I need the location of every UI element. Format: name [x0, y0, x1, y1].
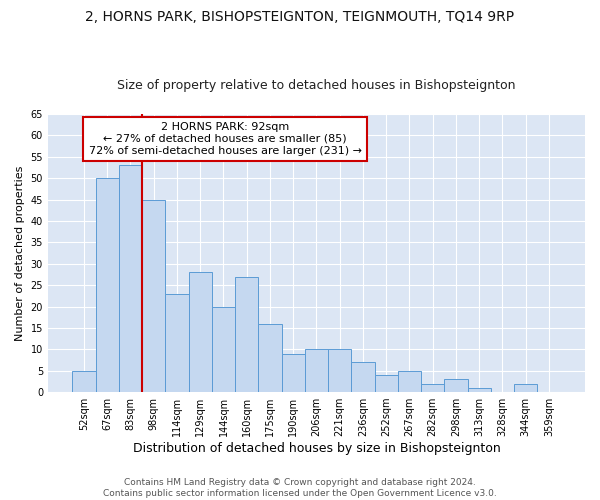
- Bar: [188, 272, 212, 392]
- Bar: [235, 276, 259, 392]
- Text: 2, HORNS PARK, BISHOPSTEIGNTON, TEIGNMOUTH, TQ14 9RP: 2, HORNS PARK, BISHOPSTEIGNTON, TEIGNMOU…: [85, 10, 515, 24]
- Y-axis label: Number of detached properties: Number of detached properties: [15, 166, 25, 340]
- Bar: [119, 166, 142, 392]
- Bar: [212, 306, 235, 392]
- Bar: [374, 375, 398, 392]
- Bar: [281, 354, 305, 392]
- Bar: [95, 178, 119, 392]
- Bar: [445, 379, 467, 392]
- Bar: [398, 370, 421, 392]
- Bar: [73, 370, 95, 392]
- Bar: [328, 350, 352, 392]
- Bar: [166, 294, 188, 392]
- Bar: [467, 388, 491, 392]
- Bar: [305, 350, 328, 392]
- Title: Size of property relative to detached houses in Bishopsteignton: Size of property relative to detached ho…: [117, 79, 516, 92]
- Bar: [352, 362, 374, 392]
- Text: Contains HM Land Registry data © Crown copyright and database right 2024.
Contai: Contains HM Land Registry data © Crown c…: [103, 478, 497, 498]
- Bar: [514, 384, 538, 392]
- Text: 2 HORNS PARK: 92sqm
← 27% of detached houses are smaller (85)
72% of semi-detach: 2 HORNS PARK: 92sqm ← 27% of detached ho…: [89, 122, 362, 156]
- Bar: [259, 324, 281, 392]
- X-axis label: Distribution of detached houses by size in Bishopsteignton: Distribution of detached houses by size …: [133, 442, 500, 455]
- Bar: [142, 200, 166, 392]
- Bar: [421, 384, 445, 392]
